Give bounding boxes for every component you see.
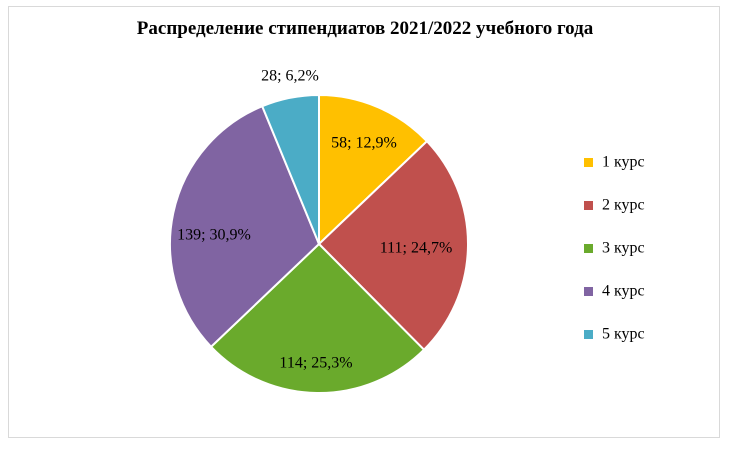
pie-slice-5 <box>260 93 320 245</box>
pie-slice-3 <box>209 242 426 394</box>
legend-swatch-3 <box>584 244 593 253</box>
pie-slice-4 <box>169 104 321 349</box>
legend-label-1: 1 курс <box>602 154 645 171</box>
data-label-3: 114; 25,3% <box>279 355 352 372</box>
pie-slice-1 <box>318 93 429 247</box>
legend-swatch-5 <box>584 330 593 339</box>
legend-swatch-2 <box>584 201 593 210</box>
legend-label-3: 3 курс <box>602 240 645 257</box>
chart-title: Распределение стипендиатов 2021/2022 уче… <box>136 18 594 39</box>
legend-label-4: 4 курс <box>602 283 645 300</box>
legend-swatch-4 <box>584 287 593 296</box>
legend-swatch-1 <box>584 158 593 167</box>
data-label-4: 139; 30,9% <box>177 227 251 244</box>
data-label-2: 111; 24,7% <box>380 240 453 257</box>
legend-label-5: 5 курс <box>602 326 645 343</box>
legend-label-2: 2 курс <box>602 197 645 214</box>
data-label-5: 28; 6,2% <box>261 68 319 85</box>
data-label-1: 58; 12,9% <box>331 135 397 152</box>
pie-slice-2 <box>317 139 469 352</box>
